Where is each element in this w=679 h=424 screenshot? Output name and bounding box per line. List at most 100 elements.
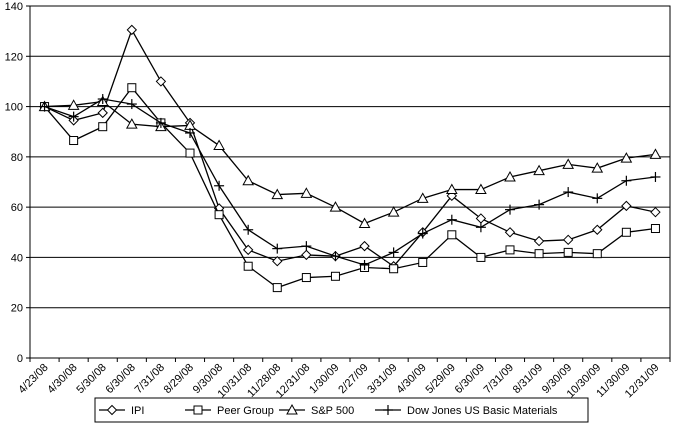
- marker-triangle: [562, 158, 575, 169]
- series-s-p-500: [38, 95, 662, 228]
- marker-square: [243, 261, 253, 271]
- marker-plus: [621, 175, 632, 186]
- plot-area: [29, 5, 671, 359]
- marker-plus: [301, 241, 312, 252]
- y-tick-label: 20: [11, 303, 23, 315]
- marker-triangle: [649, 148, 662, 159]
- series-line: [44, 28, 656, 268]
- marker-plus: [563, 187, 574, 198]
- legend-label: IPI: [131, 405, 144, 417]
- legend-box: [94, 397, 589, 423]
- x-tick-label: 4/23/08: [16, 362, 50, 396]
- marker-triangle: [286, 403, 298, 415]
- marker-plus: [650, 171, 661, 182]
- marker-plus: [505, 204, 515, 215]
- legend-item-dow-jones: Dow Jones US Basic Materials: [375, 405, 558, 417]
- x-tick-label: 6/30/09: [453, 362, 487, 396]
- marker-diamond: [533, 235, 545, 247]
- x-tick-label: 1/30/09: [307, 362, 341, 396]
- x-tick-label: 4/30/08: [45, 362, 79, 396]
- marker-diamond: [621, 200, 632, 212]
- marker-triangle: [416, 192, 429, 203]
- y-tick-label: 60: [11, 202, 23, 214]
- marker-square: [447, 230, 457, 240]
- y-tick-label: 80: [11, 152, 23, 164]
- series-line: [44, 98, 656, 266]
- marker-plus: [417, 228, 428, 239]
- marker-square: [592, 249, 602, 259]
- marker-square: [98, 122, 108, 132]
- marker-diamond: [155, 76, 167, 87]
- marker-square: [563, 247, 573, 257]
- marker-plus: [272, 243, 283, 254]
- marker-square: [185, 148, 195, 158]
- marker-diamond: [301, 249, 312, 261]
- marker-square: [505, 245, 515, 255]
- legend-label: Dow Jones US Basic Materials: [407, 405, 558, 417]
- y-tick-label: 40: [11, 252, 23, 264]
- marker-square: [476, 252, 486, 262]
- marker-square: [193, 405, 203, 415]
- marker-square: [69, 136, 79, 146]
- marker-triangle: [387, 206, 400, 217]
- x-tick-label: 2/27/09: [336, 362, 370, 396]
- x-tick-label: 3/31/09: [365, 362, 399, 396]
- marker-triangle: [271, 188, 284, 200]
- marker-plus: [592, 193, 603, 204]
- marker-triangle: [329, 201, 342, 212]
- y-tick-label: 120: [5, 51, 23, 63]
- marker-square: [330, 271, 340, 281]
- marker-plus: [185, 127, 195, 138]
- legend: IPI Peer Group S&P 500 Dow Jones US Basi…: [94, 397, 589, 423]
- marker-triangle: [358, 217, 371, 228]
- x-tick-label: 4/30/09: [394, 362, 428, 396]
- marker-plus: [446, 214, 457, 225]
- marker-diamond: [126, 24, 138, 36]
- legend-label: Peer Group: [217, 405, 274, 417]
- marker-triangle: [504, 170, 516, 182]
- legend-item-peer-group: Peer Group: [185, 405, 274, 417]
- marker-triangle: [125, 118, 138, 129]
- marker-plus: [39, 101, 50, 112]
- marker-diamond: [562, 234, 574, 246]
- marker-plus: [383, 405, 393, 415]
- marker-square: [650, 224, 660, 234]
- marker-square: [127, 83, 137, 93]
- series-line: [44, 100, 656, 225]
- marker-diamond: [359, 240, 370, 252]
- legend-item-sp500: S&P 500: [279, 403, 354, 417]
- legend-item-ipi: IPI: [99, 404, 144, 417]
- marker-plus: [214, 180, 225, 191]
- x-tick-label: 7/31/08: [133, 362, 167, 396]
- marker-plus: [97, 94, 108, 105]
- x-tick-label: 8/31/09: [511, 362, 545, 396]
- y-tick-label: 100: [5, 102, 23, 114]
- y-tick-label: 140: [5, 1, 23, 13]
- marker-plus: [126, 99, 137, 110]
- series-lines: [38, 24, 662, 293]
- series-line: [44, 86, 656, 289]
- y-tick-label: 0: [17, 353, 23, 365]
- marker-plus: [534, 199, 545, 210]
- marker-diamond: [650, 206, 661, 218]
- marker-diamond: [97, 107, 108, 119]
- marker-triangle: [533, 164, 545, 176]
- marker-triangle: [620, 152, 633, 163]
- marker-plus: [359, 259, 370, 270]
- marker-triangle: [67, 99, 80, 110]
- marker-square: [272, 283, 282, 293]
- marker-diamond: [504, 227, 516, 238]
- marker-square: [301, 273, 311, 283]
- legend-label: S&P 500: [311, 405, 354, 417]
- y-axis-ticks: 0 20 40 60 80 100 120 140: [5, 1, 30, 365]
- marker-square: [418, 257, 428, 267]
- marker-triangle: [475, 183, 487, 195]
- x-tick-label: 5/30/08: [74, 362, 108, 396]
- marker-square: [389, 264, 399, 274]
- marker-diamond: [592, 224, 603, 235]
- marker-triangle: [445, 183, 458, 195]
- marker-triangle: [300, 187, 313, 198]
- gridlines: [30, 55, 670, 309]
- x-axis-ticks: 4/23/084/30/085/30/086/30/087/31/088/29/…: [16, 358, 671, 400]
- marker-triangle: [591, 162, 604, 173]
